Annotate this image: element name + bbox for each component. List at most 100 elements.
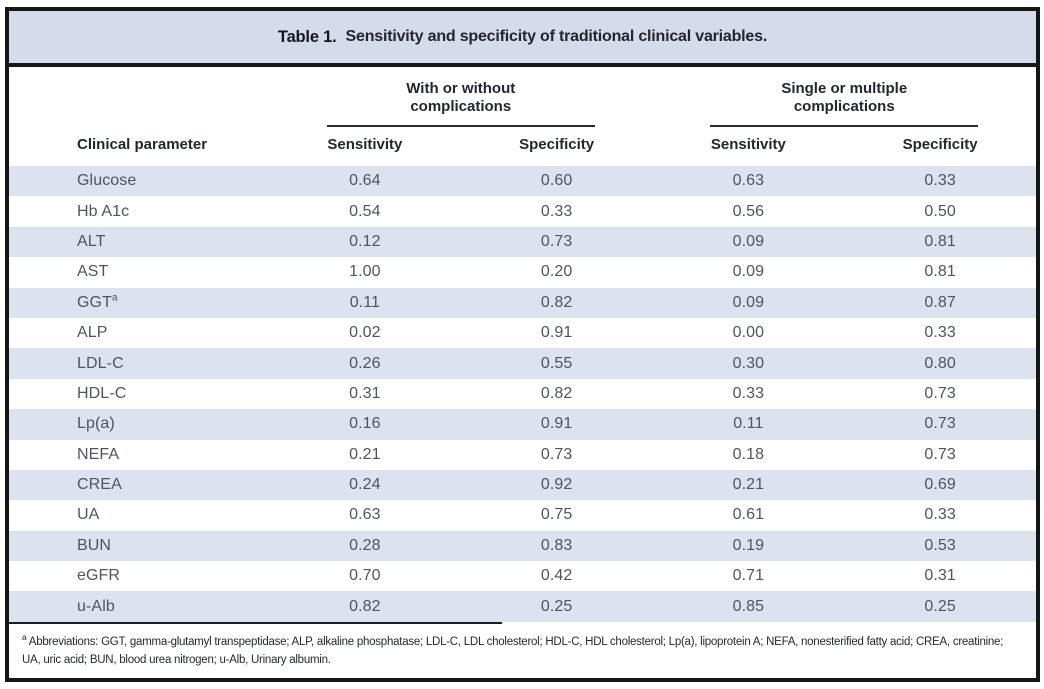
- column-header-specificity-1: Specificity: [519, 136, 595, 153]
- row-value-sensitivity-1: 0.16: [349, 415, 381, 433]
- column-group-single-or-multiple: Single or multiple complications: [653, 67, 1037, 127]
- row-value-specificity-1: 0.20: [540, 263, 573, 281]
- table-row: Hb A1c 0.54 0.33 0.56 0.50: [9, 196, 1036, 226]
- row-value-specificity-1: 0.25: [540, 597, 573, 615]
- row-value-sensitivity-1: 0.26: [349, 354, 381, 372]
- table-frame: Table 1. Sensitivity and specificity of …: [5, 7, 1040, 682]
- column-group-label: With or without complications: [406, 80, 516, 115]
- table-row: BUN 0.28 0.83 0.19 0.53: [9, 530, 1036, 562]
- row-value-sensitivity-1: 0.82: [349, 597, 381, 615]
- row-value-specificity-2: 0.73: [924, 384, 956, 402]
- table-row: ALP 0.02 0.91 0.00 0.33: [9, 318, 1036, 348]
- row-value-specificity-1: 0.82: [540, 384, 573, 402]
- column-group-label: Single or multiple complications: [781, 80, 908, 115]
- row-value-specificity-2: 0.53: [924, 536, 956, 554]
- table-title-text: Sensitivity and specificity of tradition…: [345, 28, 768, 45]
- table-row: ALT 0.12 0.73 0.09 0.81: [9, 226, 1036, 258]
- row-value-sensitivity-2: 0.33: [732, 384, 765, 402]
- column-group-rule: [710, 125, 979, 127]
- row-value-sensitivity-1: 0.31: [349, 384, 381, 402]
- table-row: HDL-C 0.31 0.82 0.33 0.73: [9, 379, 1036, 409]
- table-row: u-Alb 0.82 0.25 0.85 0.25: [9, 591, 1036, 622]
- row-value-specificity-2: 0.80: [924, 354, 956, 372]
- row-value-specificity-2: 0.81: [924, 232, 956, 250]
- row-value-sensitivity-1: 0.54: [349, 202, 381, 220]
- row-value-sensitivity-2: 0.19: [732, 536, 765, 554]
- row-value-specificity-2: 0.81: [924, 263, 956, 281]
- row-value-specificity-2: 0.87: [924, 293, 956, 311]
- row-value-sensitivity-2: 0.21: [732, 476, 765, 494]
- row-value-sensitivity-2: 0.30: [732, 354, 765, 372]
- row-value-sensitivity-1: 0.02: [349, 324, 381, 342]
- row-value-specificity-1: 0.91: [540, 415, 573, 433]
- column-header-specificity-2: Specificity: [902, 136, 978, 153]
- row-value-sensitivity-1: 0.12: [349, 232, 381, 250]
- row-value-sensitivity-2: 0.11: [733, 415, 764, 433]
- table-row: CREA 0.24 0.92 0.21 0.69: [9, 469, 1036, 501]
- row-value-sensitivity-1: 0.64: [349, 172, 381, 190]
- row-value-specificity-2: 0.33: [924, 324, 956, 342]
- row-parameter-label: ALT: [77, 232, 106, 250]
- row-value-sensitivity-1: 1.00: [349, 263, 381, 281]
- row-value-specificity-1: 0.60: [540, 172, 573, 190]
- column-header-clinical-parameter: Clinical parameter: [77, 136, 208, 153]
- row-value-sensitivity-2: 0.71: [732, 567, 765, 585]
- column-header-sensitivity-1: Sensitivity: [327, 136, 403, 153]
- row-value-specificity-1: 0.73: [540, 445, 573, 463]
- row-value-specificity-1: 0.83: [540, 536, 573, 554]
- row-parameter-label: GGTa: [77, 292, 118, 311]
- table-footnote: a Abbreviations: GGT, gamma-glutamyl tra…: [9, 624, 1036, 670]
- row-value-sensitivity-2: 0.61: [732, 506, 765, 524]
- row-parameter-label: UA: [77, 506, 100, 524]
- row-value-sensitivity-2: 0.09: [732, 263, 765, 281]
- row-value-sensitivity-1: 0.28: [349, 536, 381, 554]
- row-value-sensitivity-2: 0.63: [732, 172, 765, 190]
- table-title-bar: Table 1. Sensitivity and specificity of …: [9, 11, 1036, 67]
- row-value-sensitivity-1: 0.63: [349, 506, 381, 524]
- row-value-sensitivity-2: 0.09: [732, 293, 765, 311]
- table-row: UA 0.63 0.75 0.61 0.33: [9, 500, 1036, 530]
- row-parameter-label: Lp(a): [77, 415, 115, 433]
- column-group-rule: [326, 125, 595, 127]
- table-row: eGFR 0.70 0.42 0.71 0.31: [9, 561, 1036, 591]
- row-value-specificity-1: 0.33: [540, 202, 573, 220]
- column-group-with-or-without: With or without complications: [269, 67, 653, 127]
- row-parameter-label: CREA: [77, 476, 122, 494]
- footnote-marker: a: [22, 632, 27, 643]
- row-value-sensitivity-2: 0.00: [732, 324, 765, 342]
- row-value-specificity-2: 0.73: [924, 445, 956, 463]
- table-row: AST 1.00 0.20 0.09 0.81: [9, 257, 1036, 287]
- row-value-specificity-1: 0.82: [540, 293, 573, 311]
- row-value-specificity-2: 0.25: [924, 597, 956, 615]
- row-value-sensitivity-1: 0.70: [349, 567, 381, 585]
- table-end-rule: [9, 621, 502, 624]
- row-value-sensitivity-1: 0.24: [349, 476, 381, 494]
- row-value-specificity-2: 0.69: [924, 476, 956, 494]
- row-parameter-label: LDL-C: [77, 354, 124, 372]
- table-row: Glucose 0.64 0.60 0.63 0.33: [9, 166, 1036, 197]
- row-value-specificity-1: 0.91: [540, 324, 573, 342]
- row-value-specificity-2: 0.33: [924, 506, 956, 524]
- row-value-specificity-1: 0.55: [540, 354, 573, 372]
- footnote-text: Abbreviations: GGT, gamma-glutamyl trans…: [22, 635, 1004, 667]
- row-value-sensitivity-2: 0.09: [732, 232, 765, 250]
- row-parameter-label: NEFA: [77, 445, 120, 463]
- row-parameter-label: u-Alb: [77, 597, 115, 615]
- row-value-specificity-1: 0.92: [540, 476, 573, 494]
- row-value-specificity-1: 0.42: [540, 567, 573, 585]
- row-value-specificity-2: 0.50: [924, 202, 956, 220]
- row-parameter-label: Glucose: [77, 172, 137, 190]
- row-value-sensitivity-1: 0.11: [349, 293, 381, 311]
- row-parameter-label: HDL-C: [77, 384, 127, 402]
- row-value-specificity-1: 0.73: [540, 232, 573, 250]
- column-header-sensitivity-2: Sensitivity: [710, 136, 786, 153]
- table-row: Lp(a) 0.16 0.91 0.11 0.73: [9, 409, 1036, 440]
- row-value-sensitivity-2: 0.18: [732, 445, 765, 463]
- table-number-label: Table 1.: [277, 27, 337, 46]
- row-value-specificity-2: 0.73: [924, 415, 956, 433]
- row-parameter-label: eGFR: [77, 567, 121, 585]
- row-parameter-label: AST: [77, 263, 109, 281]
- row-parameter-label: ALP: [77, 324, 108, 342]
- table-row: LDL-C 0.26 0.55 0.30 0.80: [9, 348, 1036, 379]
- table-row: GGTa 0.11 0.82 0.09 0.87: [9, 287, 1036, 318]
